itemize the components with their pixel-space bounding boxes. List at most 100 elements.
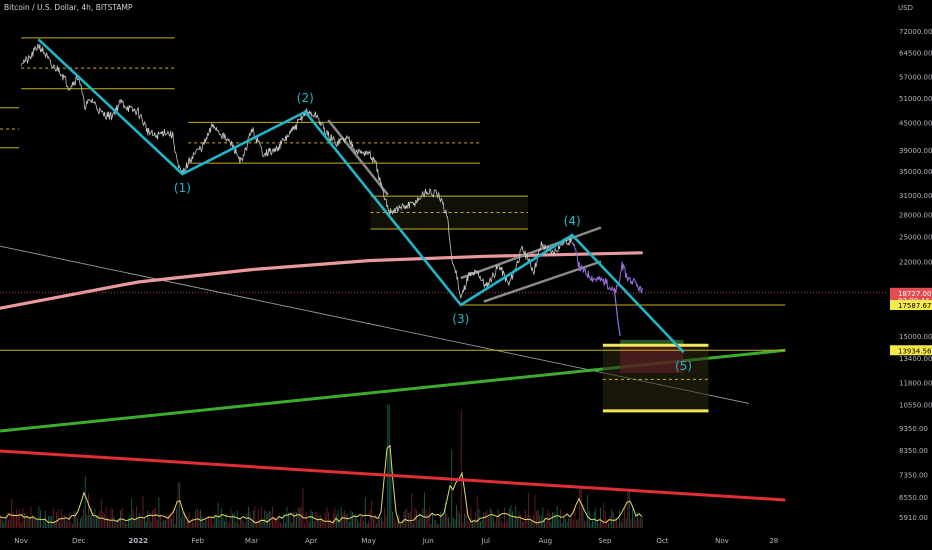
channel-line xyxy=(483,260,602,303)
volume-bar xyxy=(516,518,518,528)
x-tick-label: Jul xyxy=(481,537,491,545)
volume-bar xyxy=(142,496,144,528)
volume-bar xyxy=(88,493,89,528)
volume-bar xyxy=(54,521,56,528)
volume-bar xyxy=(472,520,473,528)
volume-bar xyxy=(606,518,608,528)
volume-bar xyxy=(190,522,192,528)
volume-bar xyxy=(360,516,361,528)
volume-bar xyxy=(193,522,195,528)
volume-bar xyxy=(544,517,545,528)
volume-bar xyxy=(609,516,611,528)
y-tick-label: 11800.00 xyxy=(899,380,932,388)
volume-bar xyxy=(100,499,102,528)
volume-bar xyxy=(336,514,337,528)
volume-bar xyxy=(110,507,112,528)
volume-bar xyxy=(240,518,241,528)
volume-bar xyxy=(56,512,57,528)
volume-bar xyxy=(528,493,529,528)
volume-bar xyxy=(452,517,454,528)
volume-bar xyxy=(350,511,352,528)
volume-bar xyxy=(294,511,296,528)
volume-bar xyxy=(22,508,24,528)
volume-bar xyxy=(545,520,547,528)
volume-bar xyxy=(196,508,198,528)
volume-bar xyxy=(462,522,464,528)
volume-bar xyxy=(507,518,509,528)
volume-bar xyxy=(107,517,109,528)
volume-bar xyxy=(409,511,411,528)
volume-bar xyxy=(473,519,475,528)
volume-bar xyxy=(379,514,381,528)
x-tick-label: Nov xyxy=(14,537,28,545)
volume-bar xyxy=(630,519,632,528)
volume-bar xyxy=(276,521,278,528)
volume-bar xyxy=(436,523,438,528)
volume-bar xyxy=(555,514,557,528)
volume-bar xyxy=(278,519,280,528)
volume-bar xyxy=(8,519,9,528)
volume-bar xyxy=(620,522,622,528)
volume-bar xyxy=(113,516,115,528)
volume-bar xyxy=(601,521,603,528)
volume-bar xyxy=(401,519,403,528)
volume-bar xyxy=(449,522,451,528)
volume-bar xyxy=(206,520,208,528)
volume-bar xyxy=(105,506,107,528)
volume-bar xyxy=(33,515,35,528)
price-tag-17587.67 xyxy=(890,299,932,310)
volume-bar xyxy=(187,519,189,528)
volume-bar xyxy=(180,517,182,528)
volume-bar xyxy=(616,517,617,528)
volume-bar xyxy=(232,513,233,528)
volume-bar xyxy=(552,512,553,528)
volume-bar xyxy=(542,507,544,528)
volume-bar xyxy=(62,515,64,528)
volume-bar xyxy=(230,508,232,528)
volume-bar xyxy=(361,512,363,528)
volume-bar xyxy=(572,520,574,528)
y-tick-label: 13400.00 xyxy=(899,355,932,363)
volume-bar xyxy=(633,516,635,528)
volume-bar xyxy=(443,514,445,528)
volume-bar xyxy=(307,520,309,528)
volume-bar xyxy=(411,493,413,528)
volume-bar xyxy=(112,509,113,528)
volume-bar xyxy=(168,515,169,528)
volume-bar xyxy=(369,509,371,528)
volume-bar xyxy=(440,512,441,528)
volume-bar xyxy=(150,521,152,528)
plot-area: (1) (2) (3) (4) (5) xyxy=(0,37,888,528)
volume-bar xyxy=(152,510,153,528)
volume-bar xyxy=(564,518,566,528)
volume-bar xyxy=(406,509,408,528)
volume-bar xyxy=(6,512,8,528)
volume-bar xyxy=(52,507,54,528)
x-tick-label: Nov xyxy=(715,537,729,545)
volume-bar xyxy=(448,517,449,528)
wave-label-4: (4) xyxy=(564,214,581,228)
volume-bar xyxy=(592,520,593,528)
y-tick-label: 64500.00 xyxy=(899,49,932,57)
x-tick-label: Jun xyxy=(422,537,434,545)
volume-bar xyxy=(4,516,6,528)
volume-bar xyxy=(465,509,467,528)
volume-bar xyxy=(366,523,368,528)
volume-bar xyxy=(508,508,510,528)
volume-bar xyxy=(368,520,369,528)
volume-bar xyxy=(243,521,245,528)
price-tag-label: 18727.00 xyxy=(898,290,931,298)
volume-bar xyxy=(454,519,456,528)
volume-bar xyxy=(392,511,393,528)
volume-bar xyxy=(371,499,373,528)
volume-bar xyxy=(280,522,281,528)
volume-bar xyxy=(264,510,265,528)
volume-bar xyxy=(400,523,401,528)
volume-bar xyxy=(72,523,73,528)
volume-bar xyxy=(491,510,493,528)
volume-bar xyxy=(484,512,486,528)
volume-bar xyxy=(638,519,640,528)
volume-bar xyxy=(587,495,589,528)
volume-bar xyxy=(84,476,86,528)
